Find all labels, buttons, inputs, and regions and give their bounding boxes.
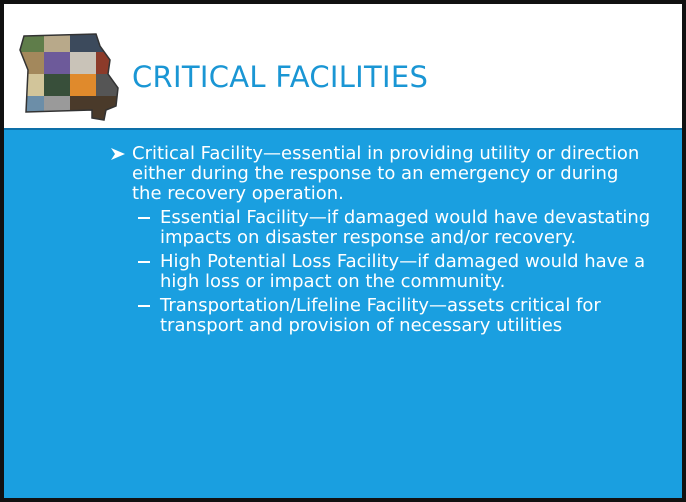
arrow-bullet [110,147,126,161]
dash-marker [138,305,152,309]
content: Critical Facility—essential in providing… [4,144,682,336]
header: CRITICAL FACILITIES [4,4,682,130]
sub-item-text: Transportation/Lifeline Facility—assets … [160,295,601,336]
bullet-item: Critical Facility—essential in providing… [132,144,652,204]
missouri-icon [18,30,122,124]
slide-title: CRITICAL FACILITIES [132,60,428,94]
sub-item: Essential Facility—if damaged would have… [160,208,660,248]
slide: CRITICAL FACILITIES Critical Facility—es… [0,0,686,502]
dash-marker [138,261,152,265]
bullet-text: Critical Facility—essential in providing… [132,143,639,204]
dash-marker [138,217,152,221]
sub-item-text: High Potential Loss Facility—if damaged … [160,251,645,292]
sub-item: Transportation/Lifeline Facility—assets … [160,296,660,336]
sub-item: High Potential Loss Facility—if damaged … [160,252,660,292]
sub-item-text: Essential Facility—if damaged would have… [160,207,650,248]
sub-list: Essential Facility—if damaged would have… [4,208,682,336]
